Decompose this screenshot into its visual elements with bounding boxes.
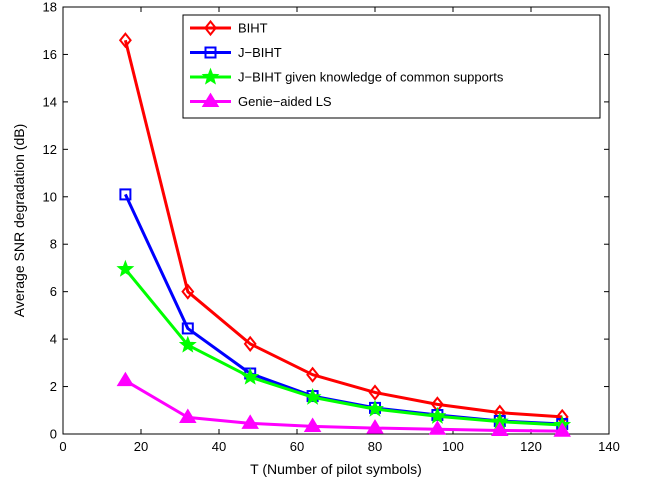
data-point-marker: [241, 414, 259, 429]
legend-label: J−BIHT: [238, 45, 282, 60]
data-point-marker: [366, 419, 384, 434]
data-point-marker: [491, 421, 509, 436]
y-tick-label: 6: [50, 284, 57, 299]
data-point-marker: [303, 417, 322, 432]
y-tick-label: 18: [43, 0, 57, 15]
series-layer: [116, 32, 572, 437]
y-tick-label: 0: [50, 427, 57, 442]
data-point-marker: [179, 408, 197, 423]
x-tick-label: 40: [212, 439, 226, 454]
series-line: [124, 379, 563, 433]
series-3: [116, 371, 571, 437]
x-tick-label: 60: [290, 439, 304, 454]
legend: BIHT J−BIHT J−BIHT given knowledge of comm…: [182, 14, 601, 119]
x-tick-label: 100: [442, 439, 464, 454]
data-point-marker: [116, 371, 135, 387]
y-axis-label: Average SNR degradation (dB): [11, 124, 27, 318]
y-tick-label: 10: [43, 189, 57, 204]
data-point-marker: [428, 420, 447, 435]
series-line: [123, 39, 563, 419]
y-tick-label: 12: [43, 142, 57, 157]
y-tick-label: 4: [50, 332, 57, 347]
x-tick-label: 120: [520, 439, 542, 454]
legend-label: Genie−aided LS: [238, 94, 332, 109]
legend-box: [182, 14, 601, 119]
x-tick-label: 140: [598, 439, 620, 454]
data-point-marker: [181, 283, 195, 300]
legend-marker: [204, 19, 217, 37]
data-point-marker: [553, 422, 571, 437]
data-point-marker: [118, 32, 132, 49]
data-point-marker: [303, 387, 322, 405]
y-tick-label: 16: [43, 47, 57, 62]
data-point-marker: [306, 366, 320, 383]
data-point-marker: [241, 367, 260, 385]
x-tick-label: 80: [368, 439, 382, 454]
legend-marker: [204, 46, 217, 59]
data-point-marker: [116, 259, 135, 277]
x-axis-label: T (Number of pilot symbols): [250, 461, 422, 477]
series-line: [124, 268, 563, 427]
data-point-marker: [366, 399, 384, 417]
legend-label: BIHT: [238, 21, 268, 36]
y-tick-label: 14: [43, 94, 57, 109]
x-tick-label: 20: [134, 439, 148, 454]
data-point-marker: [243, 335, 257, 352]
x-tick-label: 0: [59, 439, 66, 454]
data-point-marker: [181, 322, 194, 335]
legend-label: J−BIHT given knowledge of common support…: [238, 70, 504, 85]
series-2: [116, 259, 572, 433]
series-0: [118, 32, 569, 426]
legend-marker: [201, 92, 220, 108]
axis-ticks: 0 20 40 60 80 100 120 140 0 2 4 6 8 10 12 14 16 18: [43, 0, 620, 454]
data-point-marker: [428, 406, 447, 424]
legend-marker: [201, 67, 220, 85]
data-point-marker: [368, 384, 382, 401]
data-point-marker: [178, 335, 197, 353]
y-tick-label: 2: [50, 379, 57, 394]
y-tick-label: 8: [50, 237, 57, 252]
data-point-marker: [119, 188, 132, 201]
